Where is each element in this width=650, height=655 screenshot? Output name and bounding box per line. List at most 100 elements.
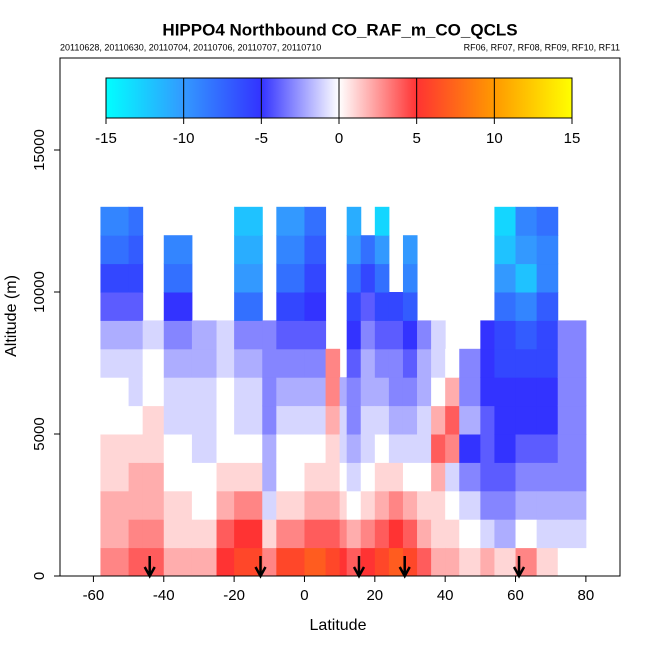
heat-cell [402,348,418,378]
heat-cell [346,348,362,378]
heat-cell [388,320,404,350]
heat-cell [100,235,130,265]
heat-cell [374,377,390,407]
heat-cell [262,547,277,577]
heat-cell [276,348,305,378]
heat-cell [163,348,193,378]
heat-cell [388,434,404,463]
heat-cell [515,348,538,378]
heat-cell [417,377,432,407]
heat-cell [480,377,495,407]
heat-cell [325,547,341,577]
x-tick-label: 40 [437,587,454,604]
heat-cell [480,519,495,549]
heat-cell [128,235,144,265]
colorbar-tick-label: -10 [173,130,195,147]
heat-cell [339,490,348,520]
heat-cell [262,490,277,520]
heat-cell [480,490,495,520]
heat-cell [431,320,446,350]
x-tick-label: 20 [366,587,383,604]
heat-cell [346,519,362,549]
x-tick-label: -60 [83,587,105,604]
heat-cell [128,206,144,236]
heat-cell [360,434,376,463]
heat-cell [234,263,263,293]
heat-cell [494,263,517,293]
heat-cell [536,462,559,492]
heat-cell [417,405,432,435]
heat-cell [388,405,404,435]
heat-cell [515,519,538,549]
heat-cell [128,547,144,577]
heat-cell [100,320,130,350]
heat-cell [304,462,327,492]
heat-cell [276,377,305,407]
heat-cell [515,235,538,265]
heat-cell [276,405,305,435]
heat-cell [417,320,432,350]
heat-cell [100,405,130,435]
heat-cell [402,490,418,520]
heat-cell [402,320,418,350]
heat-cell [234,462,263,492]
heat-cell [304,405,327,435]
heat-cell [128,519,144,549]
x-tick-label: -20 [223,587,245,604]
heat-cell [459,377,481,407]
heat-cell [374,547,390,577]
heat-cell [402,462,418,492]
heat-cell [163,235,193,265]
heat-cell [191,377,218,407]
heat-cell [325,348,341,378]
heat-cell [276,462,305,492]
heat-cell [459,405,481,435]
heat-cell [374,292,390,321]
heat-cell [276,320,305,350]
heat-cell [515,263,538,293]
heat-cell [128,292,144,321]
heat-cell [163,462,193,492]
heat-cell [536,320,559,350]
heat-cell [304,434,327,463]
heat-cell [431,348,446,378]
heat-cell [163,377,193,407]
y-tick-label: 0 [31,572,48,580]
heat-cell [262,320,277,350]
heat-cell [191,490,218,520]
heat-cell [374,405,390,435]
heat-cell [557,320,587,350]
heat-cell [360,348,376,378]
heat-cell [262,462,277,492]
heat-cell [431,405,446,435]
heat-cell [515,547,538,577]
heat-cell [360,320,376,350]
heat-cell [276,434,305,463]
heat-cell [494,235,517,265]
heat-cell [360,547,376,577]
heat-cell [128,377,144,407]
heat-cell [388,348,404,378]
heat-cell [360,462,376,492]
heat-cell [515,320,538,350]
heat-cell [262,519,277,549]
heat-cell [234,405,263,435]
heat-cell [191,519,218,549]
heat-cell [388,519,404,549]
heat-cell [100,292,130,321]
x-tick-label: 60 [507,587,524,604]
heat-cell [360,490,376,520]
heat-cell [402,519,418,549]
heat-cell [494,519,517,549]
y-tick-label: 10000 [31,271,48,313]
heat-cell [536,348,559,378]
x-axis-label: Latitude [310,617,367,634]
heat-cell [536,263,559,293]
colorbar-tick-label: 10 [486,130,503,147]
heat-cell [100,377,130,407]
heat-cell [325,405,341,435]
heat-cell [536,434,559,463]
heat-cell [262,434,277,463]
heat-cell [276,235,305,265]
